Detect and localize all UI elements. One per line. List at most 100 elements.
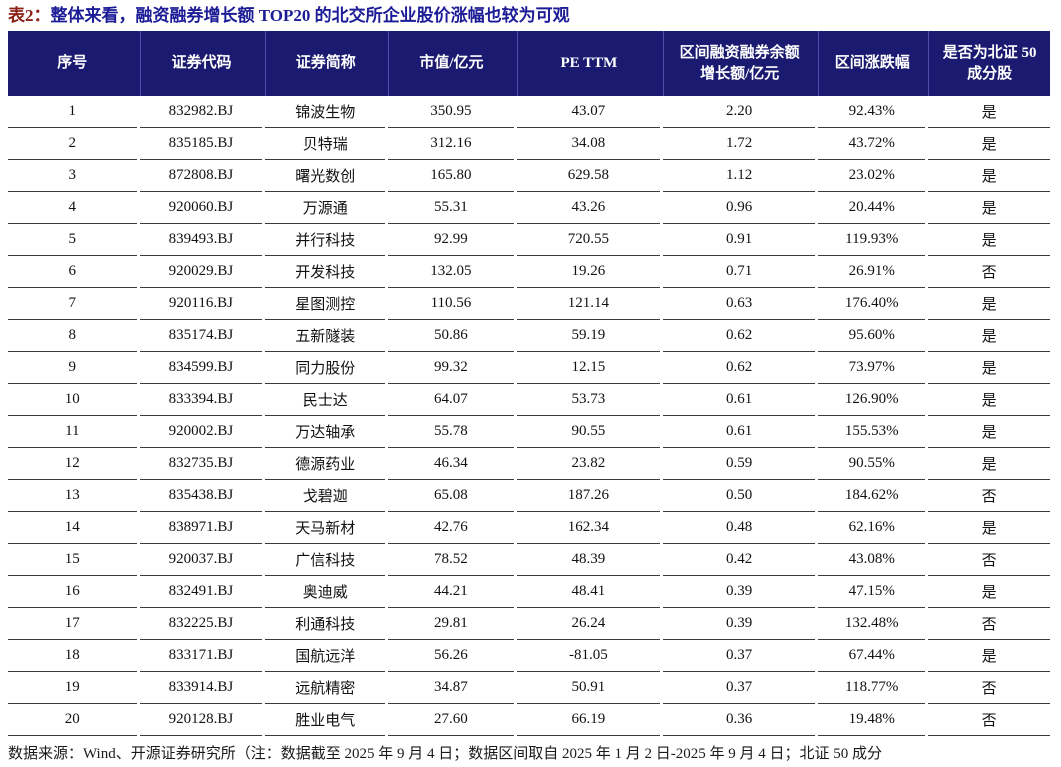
cell-pe-ttm: 43.26 [516,192,661,224]
cell-pe-ttm: 53.73 [516,384,661,416]
cell-range-change: 126.90% [818,384,926,416]
table-row: 18 833171.BJ 国航远洋 56.26 -81.05 0.37 67.44% 是 [8,640,1050,672]
cell-margin-growth: 1.72 [663,128,816,160]
table-row: 8 835174.BJ 五新隧装 50.86 59.19 0.62 95.60% 是 [8,320,1050,352]
header-cell-bse50: 是否为北证 50 成分股 [928,31,1050,96]
table-row: 17 832225.BJ 利通科技 29.81 26.24 0.39 132.48% 否 [8,608,1050,640]
cell-code: 920060.BJ [139,192,263,224]
cell-pe-ttm: 162.34 [516,512,661,544]
cell-code: 920002.BJ [139,416,263,448]
cell-code: 833171.BJ [139,640,263,672]
cell-pe-ttm: 34.08 [516,128,661,160]
cell-mktcap: 56.26 [388,640,514,672]
cell-mktcap: 55.31 [388,192,514,224]
cell-code: 920116.BJ [139,288,263,320]
cell-code: 872808.BJ [139,160,263,192]
cell-bse50: 是 [928,320,1050,352]
cell-index: 4 [8,192,137,224]
table-title: 表2：整体来看，融资融券增长额 TOP20 的北交所企业股价涨幅也较为可观 [8,4,1050,28]
header-cell-pe-ttm: PE TTM [516,31,660,96]
table-body: 1 832982.BJ 锦波生物 350.95 43.07 2.20 92.43% 是 2 835… [8,96,1050,736]
cell-index: 3 [8,160,137,192]
table-row: 15 920037.BJ 广信科技 78.52 48.39 0.42 43.08% 否 [8,544,1050,576]
cell-bse50: 否 [928,256,1050,288]
cell-mktcap: 29.81 [388,608,514,640]
cell-range-change: 47.15% [818,576,926,608]
table-row: 12 832735.BJ 德源药业 46.34 23.82 0.59 90.55% 是 [8,448,1050,480]
cell-margin-growth: 0.62 [663,352,816,384]
cell-name: 锦波生物 [265,96,386,128]
cell-mktcap: 65.08 [388,480,514,512]
cell-name: 奥迪威 [265,576,386,608]
cell-range-change: 23.02% [818,160,926,192]
cell-pe-ttm: 66.19 [516,704,661,736]
cell-bse50: 是 [928,512,1050,544]
cell-range-change: 118.77% [818,672,926,704]
cell-bse50: 是 [928,384,1050,416]
cell-bse50: 是 [928,640,1050,672]
cell-name: 远航精密 [265,672,386,704]
cell-bse50: 是 [928,128,1050,160]
cell-mktcap: 99.32 [388,352,514,384]
cell-name: 曙光数创 [265,160,386,192]
cell-margin-growth: 0.63 [663,288,816,320]
cell-pe-ttm: 43.07 [516,96,661,128]
cell-index: 6 [8,256,137,288]
cell-code: 832225.BJ [139,608,263,640]
cell-name: 广信科技 [265,544,386,576]
cell-name: 五新隧装 [265,320,386,352]
table-row: 11 920002.BJ 万达轴承 55.78 90.55 0.61 155.53% 是 [8,416,1050,448]
cell-bse50: 是 [928,448,1050,480]
cell-name: 开发科技 [265,256,386,288]
cell-mktcap: 132.05 [388,256,514,288]
header-cell-range-change: 区间涨跌幅 [818,31,925,96]
cell-bse50: 否 [928,672,1050,704]
cell-index: 12 [8,448,137,480]
cell-index: 5 [8,224,137,256]
table-row: 5 839493.BJ 并行科技 92.99 720.55 0.91 119.93% 是 [8,224,1050,256]
cell-margin-growth: 0.39 [663,608,816,640]
table-row: 2 835185.BJ 贝特瑞 312.16 34.08 1.72 43.72% 是 [8,128,1050,160]
cell-margin-growth: 0.37 [663,672,816,704]
table-row: 10 833394.BJ 民士达 64.07 53.73 0.61 126.90% 是 [8,384,1050,416]
cell-code: 833914.BJ [139,672,263,704]
cell-code: 838971.BJ [139,512,263,544]
table-row: 9 834599.BJ 同力股份 99.32 12.15 0.62 73.97% 是 [8,352,1050,384]
table-title-label: 表2： [8,6,51,25]
cell-mktcap: 78.52 [388,544,514,576]
cell-code: 835185.BJ [139,128,263,160]
header-cell-code: 证券代码 [139,31,263,96]
cell-index: 13 [8,480,137,512]
cell-code: 832735.BJ [139,448,263,480]
cell-index: 2 [8,128,137,160]
cell-mktcap: 350.95 [388,96,514,128]
cell-margin-growth: 0.37 [663,640,816,672]
cell-range-change: 119.93% [818,224,926,256]
cell-mktcap: 55.78 [388,416,514,448]
cell-margin-growth: 2.20 [663,96,816,128]
cell-pe-ttm: 26.24 [516,608,661,640]
cell-range-change: 95.60% [818,320,926,352]
cell-margin-growth: 0.39 [663,576,816,608]
cell-margin-growth: 0.61 [663,416,816,448]
cell-bse50: 否 [928,544,1050,576]
table-row: 7 920116.BJ 星图测控 110.56 121.14 0.63 176.40% 是 [8,288,1050,320]
cell-range-change: 43.72% [818,128,926,160]
cell-range-change: 73.97% [818,352,926,384]
cell-pe-ttm: 48.39 [516,544,661,576]
cell-index: 11 [8,416,137,448]
cell-bse50: 是 [928,576,1050,608]
cell-margin-growth: 0.71 [663,256,816,288]
header-cell-mktcap: 市值/亿元 [388,31,514,96]
cell-bse50: 是 [928,352,1050,384]
cell-name: 国航远洋 [265,640,386,672]
cell-pe-ttm: 629.58 [516,160,661,192]
cell-bse50: 否 [928,480,1050,512]
cell-pe-ttm: 59.19 [516,320,661,352]
cell-name: 万达轴承 [265,416,386,448]
data-table: 序号 证券代码 证券简称 市值/亿元 PE TTM 区间融资融券余额 增长额/亿元 区间涨跌… [8,31,1050,736]
cell-range-change: 43.08% [818,544,926,576]
cell-bse50: 是 [928,288,1050,320]
table-row: 1 832982.BJ 锦波生物 350.95 43.07 2.20 92.43% 是 [8,96,1050,128]
